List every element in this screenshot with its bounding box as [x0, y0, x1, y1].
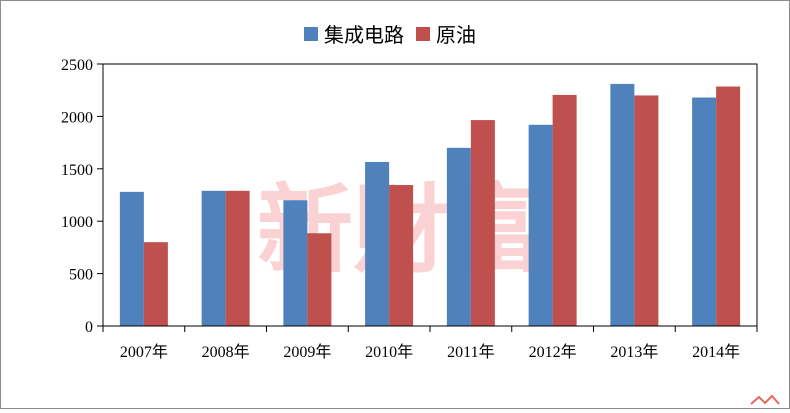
- bar-series1: [446, 147, 471, 326]
- bar-series2: [716, 86, 741, 326]
- y-tick-label: 1000: [61, 214, 93, 231]
- legend: 集成电路 原油: [304, 23, 476, 47]
- bar-series1: [283, 200, 308, 326]
- legend-swatch: [416, 27, 430, 41]
- y-tick-label: 0: [85, 319, 93, 336]
- bar-series1: [528, 124, 553, 326]
- bars: [119, 83, 741, 327]
- y-tick-label: 2000: [61, 109, 93, 126]
- corner-decoration: [750, 394, 780, 405]
- bar-series2: [470, 120, 495, 327]
- legend-swatch: [304, 27, 318, 41]
- bar-series2: [143, 242, 168, 326]
- axes: 0 500 1000 1500 2000 2500 2007年 2008年 2009年 2010年…: [61, 57, 758, 361]
- x-tick-label: 2011年: [447, 343, 494, 361]
- x-tick-label: 2014年: [692, 343, 740, 361]
- bar-series2: [307, 233, 332, 326]
- bar-series1: [201, 190, 226, 326]
- bar-series1: [692, 97, 717, 326]
- bar-series2: [225, 190, 250, 326]
- x-tick-label: 2008年: [202, 343, 250, 361]
- bar-series1: [119, 191, 144, 326]
- x-tick-label: 2012年: [529, 343, 577, 361]
- bar-series2: [634, 95, 659, 326]
- bar-series1: [365, 161, 390, 326]
- x-tick-label: 2009年: [283, 343, 331, 361]
- x-tick-label: 2007年: [120, 343, 168, 361]
- bar-series1: [610, 83, 635, 326]
- x-tick-label: 2013年: [610, 343, 658, 361]
- y-tick-label: 2500: [61, 57, 93, 74]
- y-tick-label: 500: [69, 267, 93, 284]
- bar-series2: [552, 94, 577, 326]
- y-tick-label: 1500: [61, 162, 93, 179]
- legend-label: 原油: [436, 23, 476, 47]
- legend-label: 集成电路: [324, 23, 404, 47]
- bar-series2: [389, 185, 414, 326]
- x-tick-label: 2010年: [365, 343, 413, 361]
